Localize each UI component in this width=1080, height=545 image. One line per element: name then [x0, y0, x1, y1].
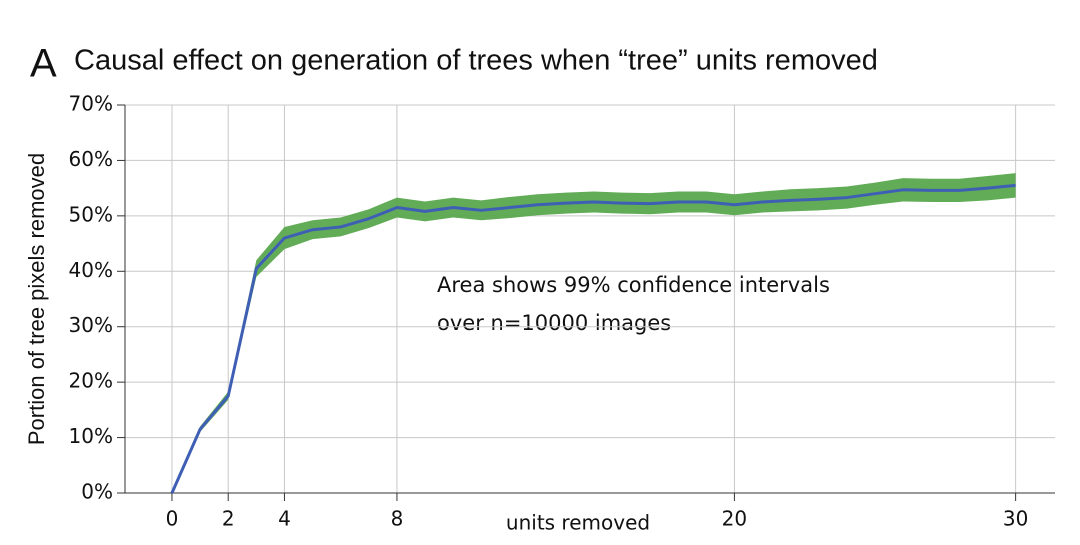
y-tick-label: 0%	[81, 480, 113, 504]
x-tick-label: 8	[391, 507, 404, 531]
y-tick-label: 40%	[69, 258, 113, 282]
x-tick-label: 30	[1003, 507, 1028, 531]
y-tick-label: 50%	[69, 202, 113, 226]
annotation: over n=10000 images	[437, 311, 671, 335]
y-axis-label: Portion of tree pixels removed	[24, 153, 49, 445]
x-tick-label: 4	[278, 507, 291, 531]
line	[170, 183, 1016, 494]
y-tick-label: 20%	[69, 369, 113, 393]
y-tick-label: 30%	[69, 313, 113, 337]
y-tick-label: 60%	[69, 147, 113, 171]
panel-label: A	[30, 42, 57, 86]
x-tick-label: 0	[166, 507, 179, 531]
chart-title: Causal effect on generation of trees whe…	[74, 45, 878, 77]
x-tick-label: 2	[222, 507, 235, 531]
y-tick-label: 10%	[69, 424, 113, 448]
x-axis-label: units removed	[506, 511, 650, 535]
x-tick-label: 20	[722, 507, 747, 531]
annotation: Area shows 99% confidence intervals	[437, 273, 830, 297]
y-tick-label: 70%	[69, 92, 113, 116]
